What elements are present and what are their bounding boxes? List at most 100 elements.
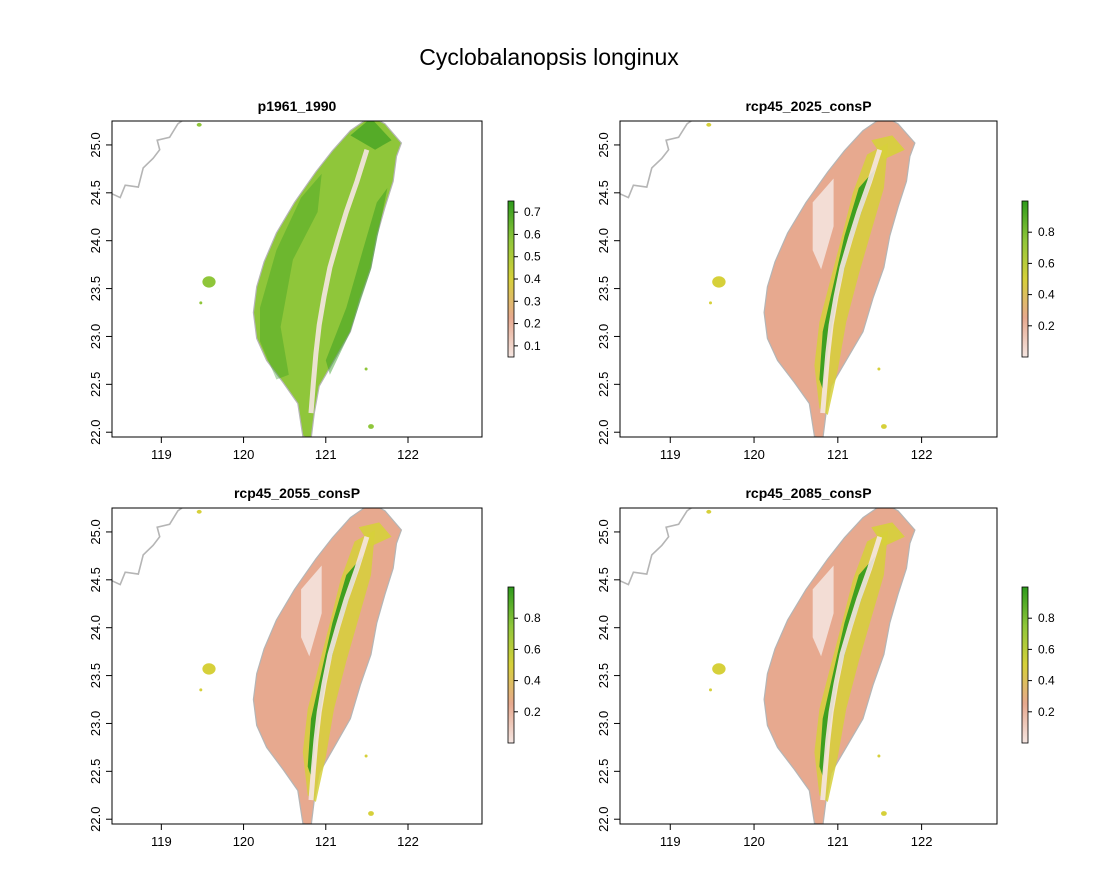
small-island — [881, 811, 887, 816]
map-panel: rcp45_2025_consP 119 120 121 122 22.0 22.5 23.0… — [596, 98, 1055, 462]
small-island — [196, 122, 202, 127]
legend-tick-label: 0.4 — [524, 674, 541, 688]
y-tick-label: 22.5 — [596, 759, 611, 784]
mainland-coastline — [620, 121, 693, 199]
small-island — [188, 504, 193, 508]
y-tick-label: 23.0 — [88, 324, 103, 349]
panel-title: p1961_1990 — [258, 98, 337, 114]
x-tick-label: 119 — [660, 834, 681, 849]
legend-colorbar — [507, 586, 515, 744]
small-island — [706, 122, 712, 127]
y-tick-label: 24.0 — [596, 615, 611, 640]
legend-tick-label: 0.4 — [1038, 288, 1055, 302]
x-tick-label: 121 — [827, 834, 849, 849]
legend-tick-label: 0.8 — [1038, 611, 1055, 625]
east-coast — [325, 188, 388, 375]
legend-tick-label: 0.1 — [524, 339, 541, 353]
y-tick-label: 24.5 — [88, 567, 103, 592]
x-tick-label: 120 — [233, 447, 255, 462]
figure-title: Cyclobalanopsis longinux — [419, 44, 679, 70]
legend-tick-label: 0.8 — [524, 611, 541, 625]
panel-title: rcp45_2025_consP — [745, 98, 871, 114]
x-tick-label: 119 — [151, 447, 172, 462]
y-tick-label: 25.0 — [88, 132, 103, 157]
y-tick-label: 25.0 — [596, 132, 611, 157]
small-island — [196, 509, 202, 514]
map-panel: rcp45_2085_consP 119 120 121 122 22.0 22.5 23.0… — [596, 485, 1055, 849]
small-island — [202, 276, 216, 288]
low-suitability-zone — [812, 565, 834, 657]
mainland-coastline — [112, 121, 184, 199]
small-island — [364, 754, 368, 758]
small-island — [202, 663, 216, 675]
suitable-belt — [814, 143, 889, 415]
y-tick-label: 24.0 — [88, 615, 103, 640]
small-island — [709, 688, 712, 692]
plot-frame — [111, 507, 483, 825]
legend-tick-label: 0.2 — [524, 317, 541, 331]
central-ridge — [308, 148, 370, 414]
y-tick-label: 22.5 — [88, 372, 103, 397]
small-island — [877, 754, 881, 758]
small-island — [199, 301, 203, 305]
central-ridge — [820, 535, 883, 801]
north-tip — [358, 522, 392, 547]
y-tick-label: 23.5 — [88, 663, 103, 688]
y-tick-label: 24.5 — [88, 180, 103, 205]
y-tick-label: 24.0 — [596, 228, 611, 253]
x-tick-label: 120 — [233, 834, 255, 849]
small-island — [188, 117, 193, 121]
legend-tick-label: 0.4 — [1038, 674, 1055, 688]
y-tick-label: 25.0 — [88, 519, 103, 544]
legend-colorbar — [1021, 586, 1029, 744]
legend-tick-label: 0.2 — [524, 705, 541, 719]
legend-tick-label: 0.8 — [1038, 225, 1055, 239]
plot-frame — [619, 507, 998, 825]
north-tip — [871, 135, 905, 160]
x-tick-label: 120 — [743, 447, 765, 462]
panel-title: rcp45_2085_consP — [745, 485, 871, 501]
y-tick-label: 23.0 — [88, 711, 103, 736]
small-island — [709, 301, 712, 305]
y-tick-label: 22.5 — [596, 372, 611, 397]
legend-tick-label: 0.6 — [1038, 256, 1055, 270]
y-tick-label: 24.0 — [88, 228, 103, 253]
small-island — [199, 688, 203, 692]
legend-tick-label: 0.6 — [524, 227, 541, 241]
legend-tick-label: 0.6 — [524, 642, 541, 656]
small-island — [697, 117, 702, 121]
panel-title: rcp45_2055_consP — [234, 485, 360, 501]
y-tick-label: 22.0 — [596, 420, 611, 445]
central-ridge — [308, 535, 370, 801]
x-tick-label: 122 — [397, 447, 419, 462]
small-island — [706, 509, 712, 514]
x-tick-label: 121 — [315, 834, 337, 849]
x-tick-label: 119 — [660, 447, 681, 462]
lowland-band — [260, 173, 322, 380]
legend-tick-label: 0.7 — [524, 205, 541, 219]
low-suitability-zone — [301, 565, 322, 657]
small-island — [877, 367, 881, 371]
map-panel: p1961_1990 119 120 121 122 22.0 22.5 23.0 23.5 24… — [88, 98, 541, 462]
plot-frame — [111, 120, 483, 438]
legend-colorbar — [507, 200, 515, 358]
central-ridge — [820, 148, 883, 414]
x-tick-label: 120 — [743, 834, 765, 849]
legend-tick-label: 0.2 — [1038, 319, 1055, 333]
x-tick-label: 121 — [315, 447, 337, 462]
mainland-coastline — [620, 508, 693, 586]
y-tick-label: 23.5 — [88, 276, 103, 301]
small-island — [697, 504, 702, 508]
suitable-belt — [302, 530, 376, 802]
suitable-belt — [814, 530, 889, 802]
low-suitability-zone — [812, 178, 834, 270]
plot-frame — [619, 120, 998, 438]
y-tick-label: 23.0 — [596, 324, 611, 349]
small-island — [368, 424, 374, 429]
y-tick-label: 22.0 — [88, 420, 103, 445]
small-island — [364, 367, 368, 371]
x-tick-label: 121 — [827, 447, 849, 462]
x-tick-label: 122 — [911, 447, 933, 462]
y-tick-label: 22.0 — [88, 807, 103, 832]
